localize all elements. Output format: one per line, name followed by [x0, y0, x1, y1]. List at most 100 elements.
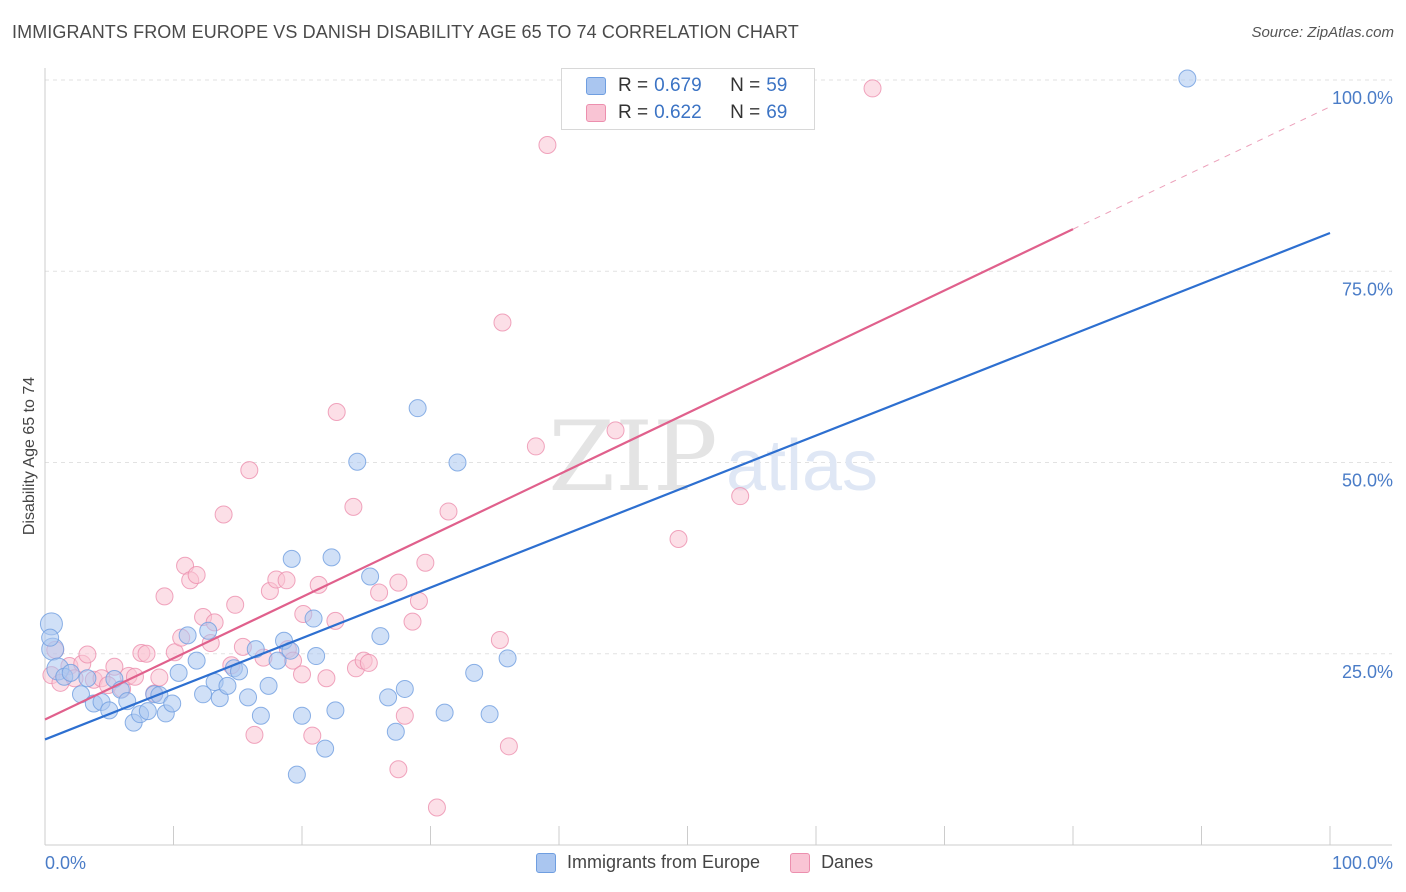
point-danes — [526, 437, 545, 456]
trend-extension-danes — [1072, 106, 1331, 230]
point-danes — [327, 403, 346, 422]
point-immigrants-from-europe — [480, 705, 499, 724]
stats-swatch-europe — [586, 77, 606, 95]
legend-swatch-europe — [536, 852, 556, 873]
r-label: R = — [618, 102, 649, 123]
r-label: R = — [618, 75, 649, 96]
point-danes — [303, 726, 322, 745]
point-danes — [389, 573, 408, 592]
tick-labels: 25.0% 50.0% 75.0% 100.0% 0.0% 100.0% — [45, 88, 1393, 873]
point-immigrants-from-europe — [316, 739, 335, 758]
point-immigrants-from-europe — [386, 722, 405, 741]
point-danes — [389, 760, 408, 779]
source-label: Source: ZipAtlas.com — [1251, 24, 1394, 41]
y-tick-label: 50.0% — [1342, 471, 1393, 491]
point-danes — [137, 644, 156, 663]
point-immigrants-from-europe — [307, 647, 326, 666]
point-danes — [78, 645, 97, 664]
point-danes — [293, 665, 311, 684]
point-danes — [395, 706, 414, 725]
point-immigrants-from-europe — [408, 399, 427, 418]
point-danes — [359, 653, 378, 672]
r-value: 0.679 — [654, 75, 702, 96]
point-immigrants-from-europe — [348, 452, 367, 471]
point-immigrants-from-europe — [371, 627, 390, 646]
point-danes — [214, 505, 233, 524]
chart-title: IMMIGRANTS FROM EUROPE VS DANISH DISABIL… — [12, 22, 799, 42]
point-immigrants-from-europe — [435, 703, 454, 722]
axes — [44, 68, 1392, 846]
point-immigrants-from-europe — [239, 688, 258, 707]
point-danes — [226, 595, 245, 614]
watermark-atlas: atlas — [726, 426, 878, 506]
legend-item-europe[interactable]: Immigrants from Europe — [536, 852, 760, 873]
n-label: N = — [730, 75, 761, 96]
point-danes — [863, 79, 882, 98]
bottom-legend: Immigrants from Europe Danes — [536, 852, 903, 873]
legend-label-europe: Immigrants from Europe — [567, 852, 761, 872]
grid-lines — [45, 79, 1392, 655]
n-label: N = — [730, 102, 761, 123]
y-tick-label: 25.0% — [1342, 662, 1393, 682]
point-danes — [240, 461, 259, 480]
stats-row-danes: R = 0.622 N = 69 — [586, 102, 787, 124]
point-immigrants-from-europe — [41, 628, 60, 647]
trend-line-europe — [44, 231, 1331, 741]
legend-label-danes: Danes — [821, 852, 874, 872]
point-danes — [317, 669, 336, 688]
point-danes — [669, 530, 688, 548]
point-immigrants-from-europe — [78, 669, 97, 688]
point-immigrants-from-europe — [1178, 69, 1197, 88]
watermark-zip: ZIP — [548, 401, 717, 513]
point-immigrants-from-europe — [259, 676, 278, 695]
trend-lines — [44, 106, 1331, 741]
y-tick-label: 75.0% — [1342, 279, 1393, 299]
point-immigrants-from-europe — [163, 694, 182, 713]
point-immigrants-from-europe — [199, 621, 218, 640]
point-immigrants-from-europe — [169, 663, 188, 682]
point-immigrants-from-europe — [326, 701, 345, 720]
point-immigrants-from-europe — [498, 649, 517, 668]
point-immigrants-from-europe — [379, 688, 398, 707]
point-danes — [155, 587, 174, 606]
point-immigrants-from-europe — [187, 651, 206, 670]
point-danes — [416, 553, 435, 572]
stats-legend: R = 0.679 N = 59 R = 0.622 N = 69 — [561, 68, 815, 130]
trend-line-danes — [44, 228, 1074, 721]
point-danes — [490, 630, 509, 649]
data-points — [39, 67, 1197, 817]
point-danes — [493, 313, 512, 332]
point-danes — [731, 487, 750, 506]
point-immigrants-from-europe — [178, 626, 197, 645]
point-immigrants-from-europe — [218, 676, 237, 695]
point-immigrants-from-europe — [304, 609, 323, 628]
point-immigrants-from-europe — [448, 453, 467, 472]
point-immigrants-from-europe — [361, 567, 380, 586]
point-danes — [427, 798, 446, 817]
y-tick-label: 100.0% — [1332, 88, 1393, 108]
n-value: 59 — [766, 75, 788, 96]
watermark: ZIP atlas — [548, 401, 878, 513]
legend-item-danes[interactable]: Danes — [790, 852, 873, 873]
point-immigrants-from-europe — [282, 549, 301, 568]
stats-row-europe: R = 0.679 N = 59 — [586, 75, 787, 97]
x-tick-label-right: 100.0% — [1332, 853, 1393, 873]
n-value: 69 — [766, 102, 788, 123]
point-immigrants-from-europe — [465, 663, 484, 682]
point-immigrants-from-europe — [138, 702, 157, 721]
point-danes — [499, 737, 518, 756]
point-danes — [370, 583, 389, 602]
point-immigrants-from-europe — [287, 765, 306, 784]
point-immigrants-from-europe — [251, 706, 270, 725]
r-value: 0.622 — [654, 102, 702, 123]
point-danes — [606, 421, 625, 440]
point-immigrants-from-europe — [293, 706, 311, 725]
point-immigrants-from-europe — [322, 548, 341, 567]
point-immigrants-from-europe — [194, 685, 213, 704]
point-danes — [277, 571, 296, 590]
legend-swatch-danes — [790, 852, 811, 873]
point-danes — [538, 136, 557, 155]
x-tick-label-left: 0.0% — [45, 853, 86, 873]
point-immigrants-from-europe — [246, 640, 265, 659]
stats-swatch-danes — [586, 104, 606, 122]
